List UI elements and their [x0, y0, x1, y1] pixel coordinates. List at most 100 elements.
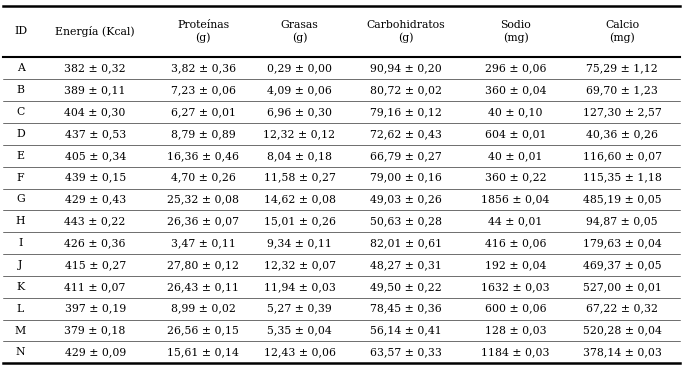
Text: Calcio
(mg): Calcio (mg) [605, 20, 639, 43]
Text: K: K [16, 282, 25, 292]
Text: 8,99 ± 0,02: 8,99 ± 0,02 [171, 304, 236, 314]
Text: I: I [18, 238, 23, 248]
Text: 16,36 ± 0,46: 16,36 ± 0,46 [167, 151, 239, 161]
Text: 6,96 ± 0,30: 6,96 ± 0,30 [267, 107, 332, 117]
Text: 600 ± 0,06: 600 ± 0,06 [485, 304, 546, 314]
Text: 3,82 ± 0,36: 3,82 ± 0,36 [171, 63, 236, 73]
Text: 69,70 ± 1,23: 69,70 ± 1,23 [586, 85, 658, 95]
Text: 9,34 ± 0,11: 9,34 ± 0,11 [267, 238, 332, 248]
Text: 63,57 ± 0,33: 63,57 ± 0,33 [370, 348, 442, 357]
Text: 416 ± 0,06: 416 ± 0,06 [485, 238, 546, 248]
Text: 439 ± 0,15: 439 ± 0,15 [64, 172, 126, 182]
Text: B: B [16, 85, 25, 95]
Text: 429 ± 0,43: 429 ± 0,43 [64, 195, 126, 204]
Text: 11,94 ± 0,03: 11,94 ± 0,03 [264, 282, 335, 292]
Text: 7,23 ± 0,06: 7,23 ± 0,06 [171, 85, 236, 95]
Text: 82,01 ± 0,61: 82,01 ± 0,61 [370, 238, 442, 248]
Text: Carbohidratos
(g): Carbohidratos (g) [367, 20, 445, 43]
Text: 378,14 ± 0,03: 378,14 ± 0,03 [583, 348, 662, 357]
Text: 26,56 ± 0,15: 26,56 ± 0,15 [167, 326, 239, 335]
Text: 116,60 ± 0,07: 116,60 ± 0,07 [583, 151, 662, 161]
Text: 94,87 ± 0,05: 94,87 ± 0,05 [586, 216, 658, 226]
Text: ID: ID [14, 26, 27, 36]
Text: F: F [16, 172, 25, 182]
Text: 11,58 ± 0,27: 11,58 ± 0,27 [264, 172, 335, 182]
Text: N: N [16, 348, 25, 357]
Text: 404 ± 0,30: 404 ± 0,30 [64, 107, 126, 117]
Text: 26,36 ± 0,07: 26,36 ± 0,07 [167, 216, 239, 226]
Text: 1632 ± 0,03: 1632 ± 0,03 [482, 282, 550, 292]
Text: Grasas
(g): Grasas (g) [281, 20, 318, 43]
Text: 72,62 ± 0,43: 72,62 ± 0,43 [370, 129, 442, 139]
Text: 6,27 ± 0,01: 6,27 ± 0,01 [171, 107, 236, 117]
Text: 192 ± 0,04: 192 ± 0,04 [485, 260, 546, 270]
Text: 415 ± 0,27: 415 ± 0,27 [64, 260, 126, 270]
Text: 79,00 ± 0,16: 79,00 ± 0,16 [370, 172, 442, 182]
Text: 12,43 ± 0,06: 12,43 ± 0,06 [264, 348, 335, 357]
Text: 67,22 ± 0,32: 67,22 ± 0,32 [586, 304, 658, 314]
Text: 426 ± 0,36: 426 ± 0,36 [64, 238, 126, 248]
Text: 360 ± 0,04: 360 ± 0,04 [485, 85, 546, 95]
Text: 8,79 ± 0,89: 8,79 ± 0,89 [171, 129, 236, 139]
Text: 27,80 ± 0,12: 27,80 ± 0,12 [167, 260, 239, 270]
Text: 40 ± 0,10: 40 ± 0,10 [488, 107, 543, 117]
Text: 443 ± 0,22: 443 ± 0,22 [64, 216, 126, 226]
Text: 44 ± 0,01: 44 ± 0,01 [488, 216, 543, 226]
Text: 15,61 ± 0,14: 15,61 ± 0,14 [167, 348, 239, 357]
Text: 49,50 ± 0,22: 49,50 ± 0,22 [370, 282, 442, 292]
Text: 405 ± 0,34: 405 ± 0,34 [64, 151, 126, 161]
Text: 485,19 ± 0,05: 485,19 ± 0,05 [583, 195, 661, 204]
Text: M: M [15, 326, 26, 335]
Text: 469,37 ± 0,05: 469,37 ± 0,05 [583, 260, 661, 270]
Text: 128 ± 0,03: 128 ± 0,03 [485, 326, 546, 335]
Text: 50,63 ± 0,28: 50,63 ± 0,28 [370, 216, 442, 226]
Text: 90,94 ± 0,20: 90,94 ± 0,20 [370, 63, 442, 73]
Text: 1856 ± 0,04: 1856 ± 0,04 [482, 195, 550, 204]
Text: 5,35 ± 0,04: 5,35 ± 0,04 [267, 326, 332, 335]
Text: 14,62 ± 0,08: 14,62 ± 0,08 [264, 195, 335, 204]
Text: Proteínas
(g): Proteínas (g) [177, 20, 229, 43]
Text: 520,28 ± 0,04: 520,28 ± 0,04 [583, 326, 662, 335]
Text: 25,32 ± 0,08: 25,32 ± 0,08 [167, 195, 239, 204]
Text: 411 ± 0,07: 411 ± 0,07 [64, 282, 126, 292]
Text: 5,27 ± 0,39: 5,27 ± 0,39 [267, 304, 332, 314]
Text: D: D [16, 129, 25, 139]
Text: 397 ± 0,19: 397 ± 0,19 [64, 304, 126, 314]
Text: G: G [16, 195, 25, 204]
Text: 4,70 ± 0,26: 4,70 ± 0,26 [171, 172, 236, 182]
Text: 604 ± 0,01: 604 ± 0,01 [485, 129, 546, 139]
Text: 115,35 ± 1,18: 115,35 ± 1,18 [583, 172, 662, 182]
Text: J: J [18, 260, 23, 270]
Text: L: L [17, 304, 24, 314]
Text: 78,45 ± 0,36: 78,45 ± 0,36 [370, 304, 442, 314]
Text: 4,09 ± 0,06: 4,09 ± 0,06 [267, 85, 332, 95]
Text: 1184 ± 0,03: 1184 ± 0,03 [482, 348, 550, 357]
Text: 437 ± 0,53: 437 ± 0,53 [64, 129, 126, 139]
Text: 389 ± 0,11: 389 ± 0,11 [64, 85, 126, 95]
Text: 179,63 ± 0,04: 179,63 ± 0,04 [583, 238, 661, 248]
Text: 360 ± 0,22: 360 ± 0,22 [485, 172, 546, 182]
Text: Energía (Kcal): Energía (Kcal) [55, 26, 135, 37]
Text: Sodio
(mg): Sodio (mg) [500, 20, 531, 43]
Text: 127,30 ± 2,57: 127,30 ± 2,57 [583, 107, 661, 117]
Text: C: C [16, 107, 25, 117]
Text: E: E [16, 151, 25, 161]
Text: 66,79 ± 0,27: 66,79 ± 0,27 [370, 151, 442, 161]
Text: 3,47 ± 0,11: 3,47 ± 0,11 [171, 238, 236, 248]
Text: 80,72 ± 0,02: 80,72 ± 0,02 [370, 85, 442, 95]
Text: H: H [16, 216, 25, 226]
Text: 12,32 ± 0,07: 12,32 ± 0,07 [264, 260, 335, 270]
Text: 429 ± 0,09: 429 ± 0,09 [64, 348, 126, 357]
Text: 0,29 ± 0,00: 0,29 ± 0,00 [267, 63, 332, 73]
Text: 75,29 ± 1,12: 75,29 ± 1,12 [586, 63, 658, 73]
Text: 48,27 ± 0,31: 48,27 ± 0,31 [370, 260, 442, 270]
Text: 8,04 ± 0,18: 8,04 ± 0,18 [267, 151, 332, 161]
Text: 12,32 ± 0,12: 12,32 ± 0,12 [264, 129, 335, 139]
Text: 79,16 ± 0,12: 79,16 ± 0,12 [370, 107, 442, 117]
Text: 15,01 ± 0,26: 15,01 ± 0,26 [264, 216, 335, 226]
Text: 379 ± 0,18: 379 ± 0,18 [64, 326, 126, 335]
Text: 26,43 ± 0,11: 26,43 ± 0,11 [167, 282, 239, 292]
Text: 527,00 ± 0,01: 527,00 ± 0,01 [583, 282, 662, 292]
Text: 296 ± 0,06: 296 ± 0,06 [485, 63, 546, 73]
Text: 40,36 ± 0,26: 40,36 ± 0,26 [586, 129, 658, 139]
